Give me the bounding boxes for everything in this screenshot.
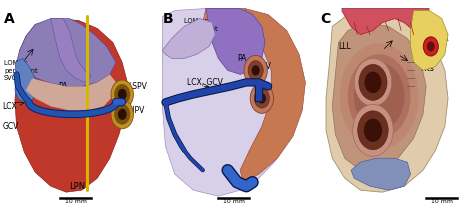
Circle shape xyxy=(118,109,127,120)
Polygon shape xyxy=(342,8,429,35)
Polygon shape xyxy=(240,8,305,182)
Polygon shape xyxy=(203,8,253,38)
Text: 10 mm: 10 mm xyxy=(223,199,245,204)
Text: PA: PA xyxy=(58,82,68,91)
Text: 10 mm: 10 mm xyxy=(431,199,453,204)
Text: PA: PA xyxy=(237,54,246,63)
Polygon shape xyxy=(326,10,448,192)
Text: LPN: LPN xyxy=(69,182,85,191)
Polygon shape xyxy=(15,18,128,192)
Circle shape xyxy=(358,111,388,150)
Circle shape xyxy=(423,37,438,56)
Circle shape xyxy=(111,80,133,109)
Polygon shape xyxy=(51,18,91,82)
Polygon shape xyxy=(15,58,38,102)
Text: Pits: Pits xyxy=(420,64,434,73)
Ellipse shape xyxy=(348,54,410,138)
Circle shape xyxy=(114,104,130,124)
Circle shape xyxy=(114,84,130,104)
Circle shape xyxy=(354,58,392,106)
Circle shape xyxy=(258,93,266,104)
Text: LIPV: LIPV xyxy=(128,106,145,115)
Circle shape xyxy=(250,83,273,113)
Text: LSPV: LSPV xyxy=(253,62,272,71)
Circle shape xyxy=(111,100,133,129)
Text: 10 mm: 10 mm xyxy=(64,199,87,204)
Text: LCX, GCV: LCX, GCV xyxy=(187,78,223,87)
Polygon shape xyxy=(17,18,116,86)
Text: LOM or
persistent
SVC: LOM or persistent SVC xyxy=(184,18,218,39)
Circle shape xyxy=(118,89,127,100)
Circle shape xyxy=(427,41,435,51)
Polygon shape xyxy=(410,10,448,70)
Circle shape xyxy=(252,65,260,76)
Polygon shape xyxy=(163,18,215,58)
Polygon shape xyxy=(206,8,265,74)
Text: B: B xyxy=(163,13,173,26)
Circle shape xyxy=(248,61,263,80)
Text: LOM or
persistent
SVC: LOM or persistent SVC xyxy=(4,60,37,81)
Circle shape xyxy=(353,104,393,156)
Text: LCX: LCX xyxy=(2,102,17,111)
Ellipse shape xyxy=(354,62,404,130)
Text: LLL: LLL xyxy=(338,42,351,51)
Text: LIPV: LIPV xyxy=(364,126,380,135)
Ellipse shape xyxy=(340,43,419,149)
Polygon shape xyxy=(26,74,116,110)
Polygon shape xyxy=(342,10,429,35)
Text: LSPV: LSPV xyxy=(364,72,383,81)
Circle shape xyxy=(364,119,382,142)
Text: LCX: LCX xyxy=(434,34,449,43)
Circle shape xyxy=(359,64,387,100)
Text: C: C xyxy=(320,13,330,26)
Circle shape xyxy=(254,89,269,108)
Circle shape xyxy=(244,55,267,85)
Circle shape xyxy=(365,72,382,93)
Text: LSPV: LSPV xyxy=(128,82,147,91)
Text: A: A xyxy=(4,13,15,26)
Polygon shape xyxy=(332,23,426,170)
Polygon shape xyxy=(351,158,410,190)
Polygon shape xyxy=(163,8,299,196)
Text: LIPV: LIPV xyxy=(253,94,269,103)
Text: GCV: GCV xyxy=(2,122,19,131)
